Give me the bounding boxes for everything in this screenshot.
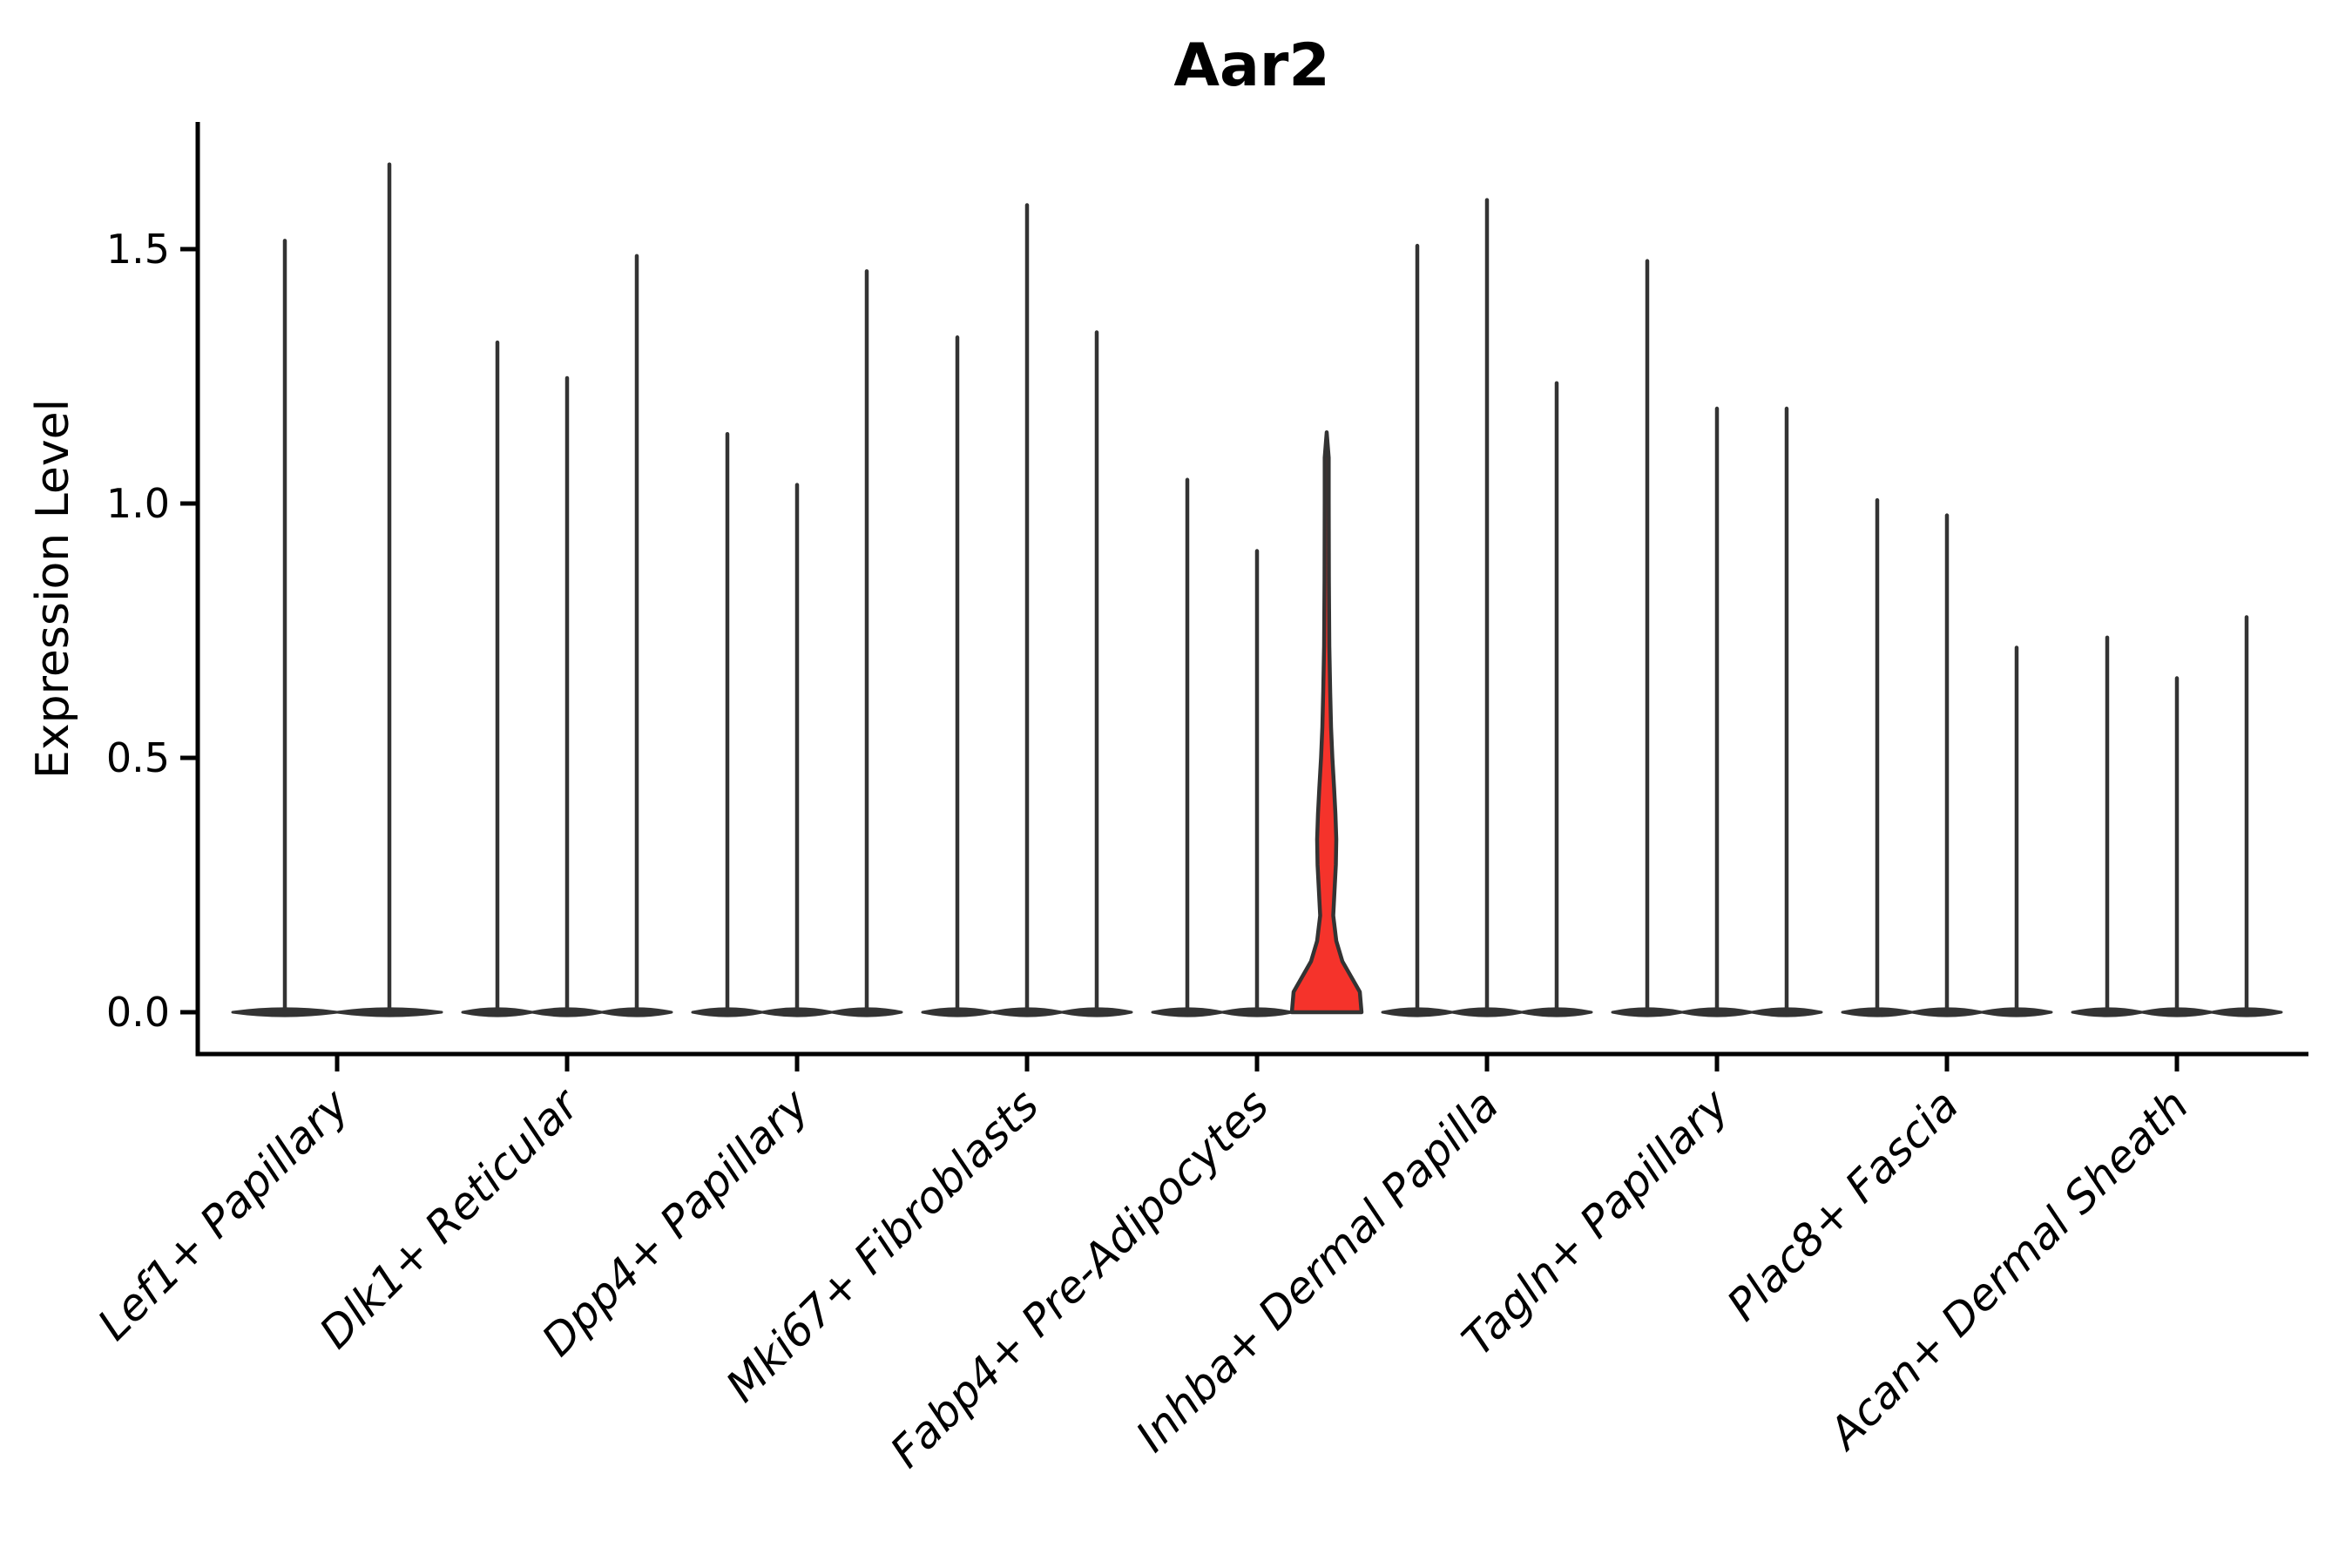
violin-base bbox=[335, 1007, 443, 1017]
x-tick-label: Fabp4+ Pre-Adipocytes bbox=[881, 1079, 1279, 1477]
violin-base bbox=[600, 1007, 673, 1017]
violin-base bbox=[2210, 1007, 2283, 1017]
y-tick-label: 0.5 bbox=[106, 734, 170, 781]
highlighted-violin bbox=[1289, 429, 1364, 1015]
x-tick-label: Inhba+ Dermal Papilla bbox=[1126, 1079, 1508, 1461]
x-tick-label: Plac8+ Fascia bbox=[1718, 1079, 1969, 1330]
violin-base bbox=[1750, 1007, 1823, 1017]
y-tick-label: 1.5 bbox=[106, 226, 170, 273]
violins bbox=[231, 162, 2283, 1017]
violin-base bbox=[1520, 1007, 1593, 1017]
chart-title: Aar2 bbox=[1173, 31, 1329, 100]
violin-base bbox=[1060, 1007, 1133, 1017]
violin-base bbox=[830, 1007, 903, 1017]
y-axis-label: Expression Level bbox=[27, 399, 79, 779]
x-tick-label: Lef1+ Papillary bbox=[88, 1078, 359, 1349]
violin-base bbox=[1980, 1007, 2053, 1017]
y-tick-label: 0.0 bbox=[106, 989, 170, 1036]
y-tick-label: 1.0 bbox=[106, 480, 170, 527]
